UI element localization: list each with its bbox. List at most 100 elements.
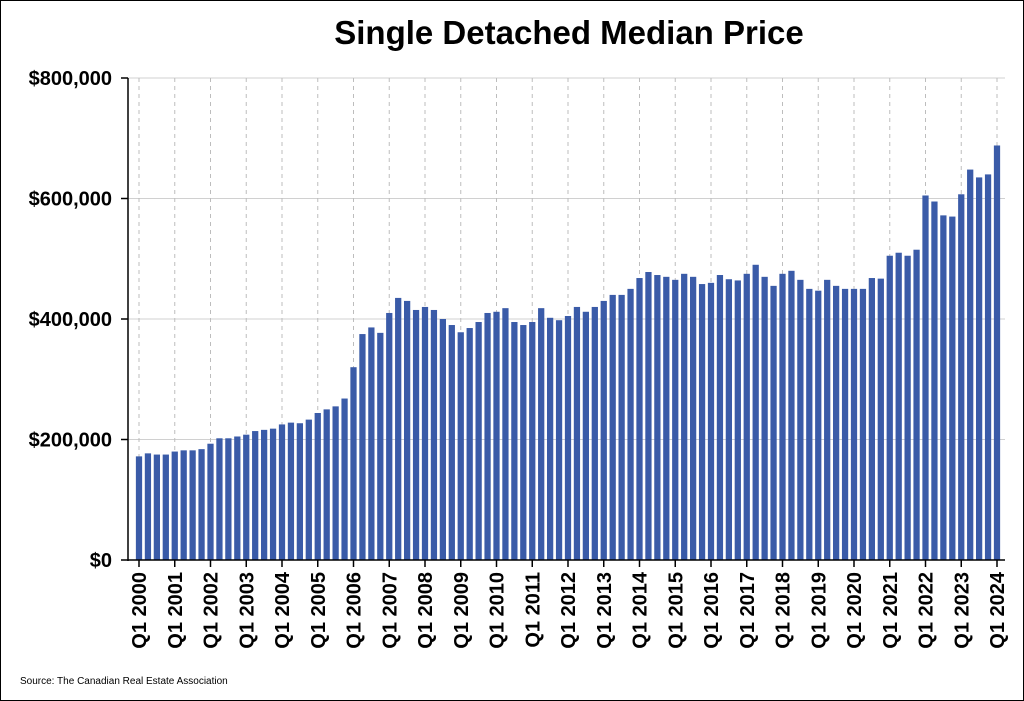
- source-note: Source: The Canadian Real Estate Associa…: [20, 676, 228, 687]
- x-tick-label: Q1 2006: [344, 572, 366, 649]
- bar: [546, 317, 554, 560]
- bar: [225, 438, 232, 560]
- bar: [341, 398, 348, 560]
- x-tick-label: Q1 2010: [487, 572, 509, 649]
- bar: [734, 280, 741, 560]
- bar: [421, 306, 429, 560]
- bar: [975, 177, 983, 560]
- bar: [681, 273, 688, 560]
- bar: [296, 423, 304, 560]
- bar: [609, 294, 616, 560]
- bar: [359, 334, 366, 560]
- bar: [832, 285, 840, 560]
- x-tick-label: Q1 2003: [236, 572, 258, 649]
- bar: [144, 453, 152, 560]
- bar: [967, 169, 974, 560]
- bar: [207, 443, 214, 560]
- chart-title: Single Detached Median Price: [334, 14, 804, 51]
- bar: [672, 279, 679, 560]
- y-tick-label: $600,000: [29, 189, 112, 211]
- bar: [403, 300, 411, 560]
- x-tick-label: Q1 2022: [916, 572, 938, 649]
- bar: [162, 454, 169, 560]
- bar: [663, 276, 670, 560]
- bar: [153, 454, 161, 560]
- bar: [538, 308, 545, 560]
- x-tick-label: Q1 2002: [201, 572, 223, 649]
- bar: [180, 450, 187, 560]
- bar: [752, 264, 759, 560]
- bar: [377, 332, 384, 560]
- bar: [448, 325, 455, 560]
- bar: [555, 320, 563, 560]
- bar: [895, 252, 902, 560]
- x-tick-label: Q1 2015: [665, 572, 687, 649]
- bar: [502, 308, 509, 560]
- bar: [332, 406, 339, 560]
- bar: [984, 174, 992, 560]
- bar: [368, 327, 375, 560]
- bar: [243, 434, 250, 560]
- x-tick-label: Q1 2018: [773, 572, 795, 649]
- bar: [493, 311, 500, 560]
- bar: [761, 276, 768, 560]
- x-tick-label: Q1 2007: [379, 572, 401, 649]
- bar: [278, 424, 286, 560]
- bar: [645, 272, 652, 560]
- bar: [815, 290, 822, 560]
- bar: [511, 322, 518, 560]
- bar: [529, 322, 536, 560]
- bar: [600, 300, 607, 560]
- bar: [779, 273, 786, 560]
- x-tick-label: Q1 2021: [880, 572, 902, 649]
- bar: [788, 270, 795, 560]
- x-tick-label: Q1 2008: [415, 572, 437, 649]
- bar: [931, 201, 938, 560]
- bar: [698, 284, 706, 560]
- bar: [707, 282, 715, 560]
- bar: [287, 422, 295, 560]
- bar: [582, 311, 590, 560]
- x-tick-label: Q1 2020: [844, 572, 866, 649]
- bar: [573, 306, 581, 560]
- bar: [654, 275, 661, 560]
- bar: [770, 285, 777, 560]
- bar: [806, 288, 813, 560]
- bar: [412, 309, 420, 560]
- bar: [841, 288, 849, 560]
- y-tick-label: $400,000: [29, 309, 112, 331]
- bar: [520, 325, 527, 560]
- x-tick-label: Q1 2012: [558, 572, 580, 649]
- bar: [439, 319, 447, 560]
- bar: [958, 194, 965, 560]
- bar: [877, 278, 884, 560]
- bar: [824, 279, 831, 560]
- bar: [868, 278, 876, 560]
- bar: [189, 450, 196, 560]
- bar: [234, 436, 241, 560]
- bar: [216, 438, 223, 560]
- bar: [135, 456, 143, 560]
- x-tick-label: Q1 2016: [701, 572, 723, 649]
- bar: [269, 428, 277, 560]
- bar: [484, 312, 491, 560]
- x-tick-label: Q1 2024: [987, 571, 1009, 649]
- x-tick-label: Q1 2004: [272, 571, 294, 649]
- bar: [475, 322, 482, 560]
- x-tick-label: Q1 2023: [951, 572, 973, 649]
- bar: [395, 297, 402, 560]
- x-tick-label: Q1 2000: [129, 572, 151, 649]
- bar: [993, 145, 1001, 561]
- bar: [564, 315, 572, 560]
- bar: [252, 431, 259, 560]
- x-tick-label: Q1 2001: [165, 572, 187, 649]
- bar: [198, 449, 205, 560]
- bar: [627, 288, 634, 560]
- bar: [386, 312, 393, 560]
- x-tick-label: Q1 2019: [808, 572, 830, 649]
- bar: [314, 412, 321, 560]
- bar: [323, 409, 330, 560]
- bar: [797, 279, 804, 560]
- y-tick-label: $200,000: [29, 430, 112, 452]
